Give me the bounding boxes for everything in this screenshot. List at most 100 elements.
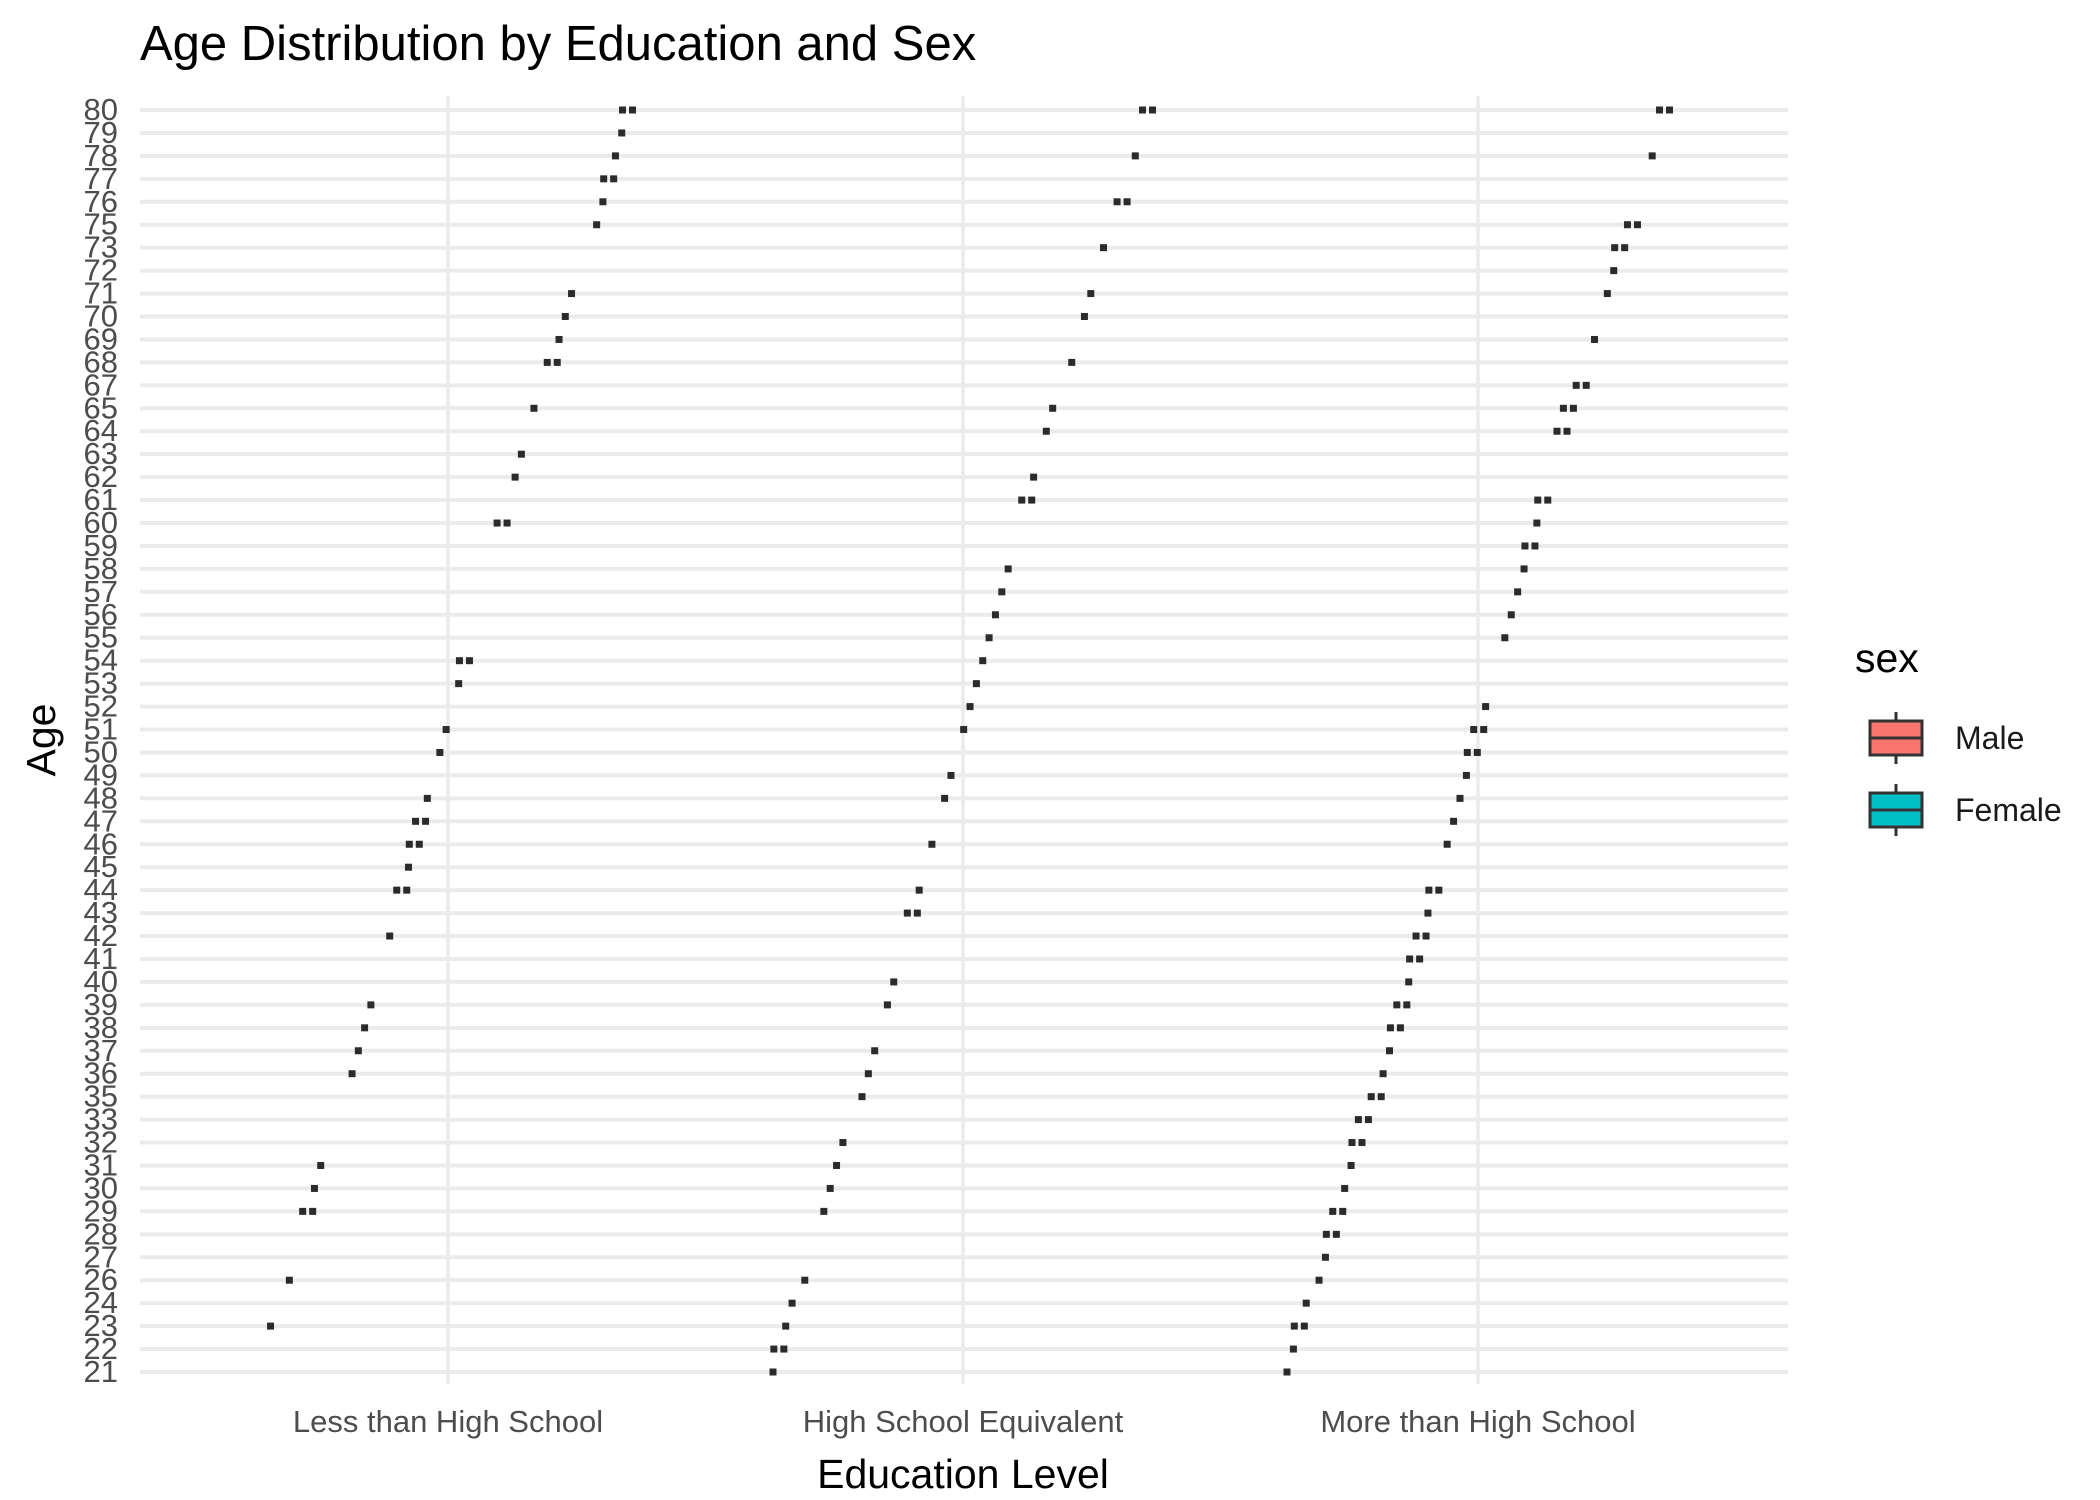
y-tick-label: 51 xyxy=(84,712,118,747)
box-mark-female xyxy=(1621,244,1629,252)
box-mark xyxy=(941,794,949,802)
y-tick-label: 72 xyxy=(84,253,118,288)
box-mark-male xyxy=(1559,404,1567,412)
y-tick-label: 39 xyxy=(84,987,118,1022)
box-mark-female xyxy=(1396,1024,1404,1032)
y-tick-label: 26 xyxy=(84,1262,118,1297)
y-tick-label: 50 xyxy=(84,734,118,769)
box-mark xyxy=(1042,427,1050,435)
box-mark-female xyxy=(1377,1093,1385,1101)
box-mark xyxy=(1341,1184,1349,1192)
box-mark xyxy=(1603,290,1611,298)
box-mark xyxy=(386,932,394,940)
box-mark-male xyxy=(1113,198,1121,206)
x-axis-title: Education Level xyxy=(817,1451,1109,1497)
box-mark-male xyxy=(1412,932,1420,940)
box-mark xyxy=(1462,771,1470,779)
y-tick-label: 71 xyxy=(84,276,118,311)
box-mark-male xyxy=(1348,1139,1356,1147)
box-mark xyxy=(611,152,619,160)
box-mark-male xyxy=(770,1345,778,1353)
box-mark xyxy=(1321,1253,1329,1261)
legend: sex Male Female xyxy=(1855,635,2062,836)
box-mark xyxy=(530,404,538,412)
box-mark xyxy=(310,1184,318,1192)
box-mark-female xyxy=(1473,748,1481,756)
box-mark-male xyxy=(903,909,911,917)
box-mark xyxy=(599,198,607,206)
y-tick-label: 77 xyxy=(84,161,118,196)
box-mark-female xyxy=(1028,496,1036,504)
legend-item-male: Male xyxy=(1868,712,2024,764)
box-mark-male xyxy=(1290,1322,1298,1330)
box-mark xyxy=(947,771,955,779)
box-mark-female xyxy=(1339,1207,1347,1215)
box-mark-female xyxy=(415,840,423,848)
box-mark-female xyxy=(913,909,921,917)
box-mark-female xyxy=(1480,726,1488,734)
y-tick-label: 49 xyxy=(84,757,118,792)
y-tick-label: 75 xyxy=(84,207,118,242)
box-mark-male xyxy=(1463,748,1471,756)
legend-label: Female xyxy=(1955,792,2062,828)
y-tick-label: 54 xyxy=(84,643,118,678)
y-tick-label: 46 xyxy=(84,826,118,861)
y-tick-label: 27 xyxy=(84,1239,118,1274)
box-mark xyxy=(966,703,974,711)
box-mark-female xyxy=(1416,955,1424,963)
y-tick-label: 58 xyxy=(84,551,118,586)
y-tick-label: 37 xyxy=(84,1033,118,1068)
box-mark xyxy=(1131,152,1139,160)
y-tick-label: 59 xyxy=(84,528,118,563)
box-mark xyxy=(1379,1070,1387,1078)
box-mark-female xyxy=(403,886,411,894)
box-mark-female xyxy=(465,657,473,665)
box-mark-female xyxy=(629,106,636,114)
box-mark xyxy=(348,1070,356,1078)
x-tick-labels: Less than High School High School Equival… xyxy=(293,1404,1636,1439)
box-mark xyxy=(593,221,601,229)
x-tick-label: High School Equivalent xyxy=(803,1404,1124,1439)
y-tick-label: 33 xyxy=(84,1102,118,1137)
y-tick-label: 53 xyxy=(84,666,118,701)
box-mark xyxy=(769,1368,777,1376)
box-mark-male xyxy=(1623,221,1631,229)
box-mark xyxy=(1443,840,1451,848)
box-mark-male xyxy=(1386,1024,1394,1032)
box-mark xyxy=(1049,404,1057,412)
box-mark xyxy=(361,1024,369,1032)
box-mark-female xyxy=(1569,404,1577,412)
box-mark xyxy=(833,1161,841,1169)
y-tick-label: 44 xyxy=(84,872,118,907)
x-tick-label: Less than High School xyxy=(293,1404,603,1439)
box-mark xyxy=(985,634,993,642)
box-mark xyxy=(782,1322,790,1330)
box-mark-female xyxy=(1563,427,1571,435)
box-mark xyxy=(864,1070,872,1078)
y-tick-label: 65 xyxy=(84,390,118,425)
y-tick-label: 35 xyxy=(84,1079,118,1114)
box-mark-male xyxy=(1354,1116,1362,1124)
box-mark xyxy=(979,657,987,665)
box-mark xyxy=(1068,358,1076,366)
y-tick-label: 76 xyxy=(84,184,118,219)
y-tick-label: 79 xyxy=(84,115,118,150)
box-mark xyxy=(960,726,968,734)
y-tick-label: 55 xyxy=(84,620,118,655)
y-tick-label: 64 xyxy=(84,413,118,448)
box-mark-female xyxy=(503,519,511,527)
box-mark xyxy=(1289,1345,1297,1353)
box-mark xyxy=(1100,244,1108,252)
box-mark-female xyxy=(1149,106,1156,114)
y-tick-label: 43 xyxy=(84,895,118,930)
box-mark-female xyxy=(309,1207,317,1215)
box-mark-male xyxy=(405,840,413,848)
box-mark xyxy=(618,129,626,137)
box-mark xyxy=(285,1276,293,1284)
box-mark-female xyxy=(1332,1230,1340,1238)
box-mark-female xyxy=(1582,381,1590,389)
y-tick-label: 60 xyxy=(84,505,118,540)
box-mark xyxy=(354,1047,362,1055)
box-mark xyxy=(1533,519,1541,527)
